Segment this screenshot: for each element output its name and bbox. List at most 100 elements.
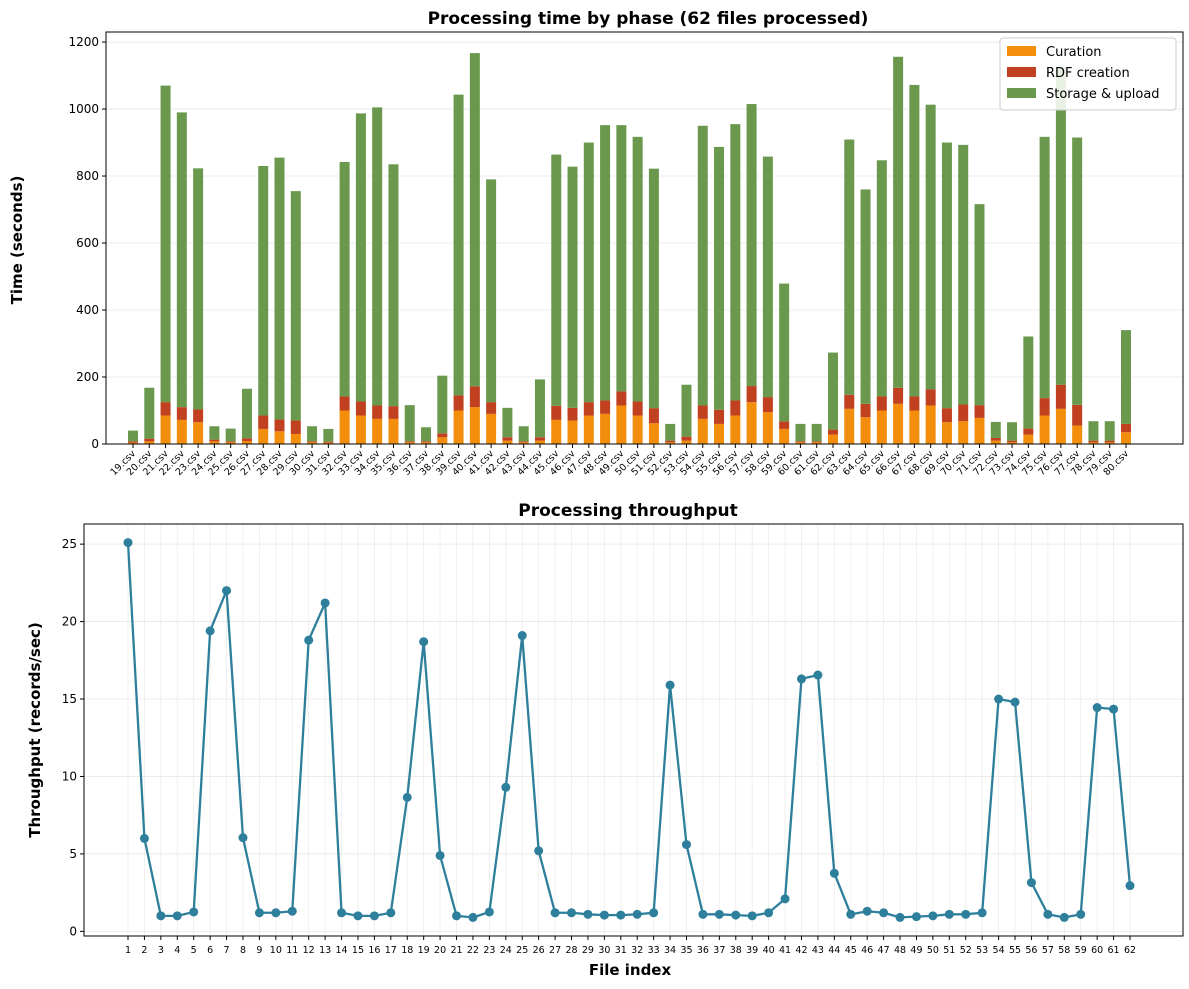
- bar-storage-upload-21.csv: [160, 85, 171, 403]
- bar-curation-52.csv: [665, 442, 676, 444]
- chart2-xtick-label-41: 42: [795, 945, 807, 956]
- bar-curation-36.csv: [404, 442, 415, 444]
- bar-rdf-creation-51.csv: [648, 408, 659, 424]
- bar-rdf-creation-21.csv: [160, 402, 171, 416]
- bar-curation-76.csv: [1055, 408, 1066, 444]
- bar-curation-50.csv: [632, 415, 643, 444]
- bar-curation-26.csv: [241, 440, 252, 444]
- bar-rdf-creation-36.csv: [404, 441, 415, 443]
- throughput-point-56: [1026, 878, 1036, 888]
- bar-rdf-creation-56.csv: [730, 400, 741, 416]
- chart1-ytick-label-0: 0: [91, 437, 99, 451]
- bar-storage-upload-76.csv: [1055, 67, 1066, 385]
- throughput-line: [126, 542, 1132, 919]
- bar-curation-62.csv: [827, 434, 838, 444]
- bar-storage-upload-62.csv: [827, 352, 838, 430]
- bar-rdf-creation-79.csv: [1104, 440, 1115, 443]
- chart2-xtick-label-25: 26: [533, 945, 545, 956]
- bar-storage-upload-64.csv: [860, 189, 871, 404]
- bar-storage-upload-58.csv: [762, 156, 773, 398]
- bar-rdf-creation-75.csv: [1039, 398, 1050, 416]
- bar-rdf-creation-22.csv: [176, 407, 187, 420]
- chart2-xtick-label-23: 24: [500, 945, 512, 956]
- bar-storage-upload-30.csv: [307, 426, 318, 442]
- bar-rdf-creation-59.csv: [779, 421, 790, 429]
- chart2-xtick-label-19: 20: [434, 945, 446, 956]
- bar-rdf-creation-25.csv: [225, 441, 236, 443]
- chart2-xtick-label-24: 25: [516, 945, 528, 956]
- chart2-xtick-label-28: 29: [582, 945, 594, 956]
- throughput-point-1: [123, 538, 133, 548]
- bar-rdf-creation-54.csv: [697, 405, 708, 419]
- throughput-point-16: [369, 911, 379, 921]
- chart2-xtick-label-31: 32: [631, 945, 643, 956]
- bar-rdf-creation-72.csv: [990, 437, 1001, 441]
- stacked-bar-chart: Processing time by phase (62 files proce…: [8, 9, 1184, 478]
- chart1-ytick-label-2: 400: [76, 303, 99, 317]
- bar-rdf-creation-61.csv: [811, 441, 822, 443]
- bar-storage-upload-71.csv: [974, 204, 985, 406]
- chart2-xtick-label-60: 61: [1108, 945, 1120, 956]
- bar-storage-upload-69.csv: [941, 142, 952, 409]
- bar-curation-79.csv: [1104, 442, 1115, 444]
- chart2-plot-frame: [83, 523, 1184, 937]
- bar-rdf-creation-23.csv: [193, 409, 204, 423]
- bar-storage-upload-24.csv: [209, 426, 220, 440]
- bar-curation-43.csv: [518, 442, 529, 444]
- chart2-xtick-label-9: 10: [270, 945, 282, 956]
- bar-rdf-creation-64.csv: [860, 403, 871, 418]
- bar-storage-upload-49.csv: [616, 125, 627, 392]
- bar-storage-upload-27.csv: [258, 165, 269, 416]
- bar-storage-upload-60.csv: [795, 423, 806, 442]
- bar-rdf-creation-42.csv: [502, 437, 513, 441]
- bar-rdf-creation-65.csv: [876, 396, 887, 411]
- chart2-xtick-label-5: 6: [207, 945, 213, 956]
- throughput-point-11: [287, 906, 297, 916]
- throughput-point-57: [1043, 909, 1053, 919]
- chart1-plot-frame: [105, 31, 1184, 445]
- bar-storage-upload-75.csv: [1039, 136, 1050, 399]
- bar-storage-upload-54.csv: [697, 125, 708, 406]
- throughput-point-55: [1010, 697, 1020, 707]
- bar-storage-upload-32.csv: [339, 161, 350, 397]
- throughput-point-3: [156, 911, 166, 921]
- bar-storage-upload-23.csv: [193, 168, 204, 410]
- bar-rdf-creation-27.csv: [258, 415, 269, 429]
- bar-storage-upload-63.csv: [844, 139, 855, 395]
- throughput-point-28: [567, 908, 577, 918]
- bar-rdf-creation-73.csv: [1007, 440, 1018, 443]
- bar-storage-upload-65.csv: [876, 160, 887, 397]
- bar-rdf-creation-53.csv: [681, 436, 692, 441]
- throughput-point-53: [977, 908, 987, 918]
- bar-rdf-creation-66.csv: [893, 387, 904, 404]
- chart2-xtick-label-2: 3: [158, 945, 164, 956]
- bar-rdf-creation-39.csv: [453, 395, 464, 411]
- throughput-point-14: [337, 908, 347, 918]
- chart2-xtick-label-12: 13: [319, 945, 331, 956]
- bar-curation-39.csv: [453, 410, 464, 444]
- chart1-title: Processing time by phase (62 files proce…: [428, 9, 869, 29]
- throughput-point-7: [222, 586, 232, 596]
- chart2-xtick-label-42: 43: [812, 945, 824, 956]
- bar-rdf-creation-67.csv: [909, 396, 920, 411]
- throughput-point-20: [435, 850, 445, 860]
- bar-storage-upload-28.csv: [274, 157, 285, 420]
- chart2-xtick-label-7: 8: [240, 945, 246, 956]
- bar-storage-upload-70.csv: [958, 144, 969, 405]
- bar-rdf-creation-63.csv: [844, 394, 855, 409]
- chart2-x-ticks: 1 2 3 4 5 6 7 8 9 10 11 12 13 14 15 16 17 18 19 20 21 22 23 24 2…: [125, 936, 1136, 956]
- throughput-point-48: [895, 912, 905, 922]
- throughput-point-45: [846, 909, 856, 919]
- bar-curation-73.csv: [1007, 442, 1018, 444]
- bar-rdf-creation-28.csv: [274, 419, 285, 432]
- chart2-xtick-label-14: 15: [352, 945, 364, 956]
- bar-curation-63.csv: [844, 408, 855, 444]
- bar-curation-28.csv: [274, 431, 285, 444]
- bar-curation-60.csv: [795, 442, 806, 444]
- bar-curation-49.csv: [616, 405, 627, 444]
- throughput-point-51: [944, 909, 954, 919]
- bar-curation-71.csv: [974, 417, 985, 444]
- chart2-xtick-label-26: 27: [549, 945, 561, 956]
